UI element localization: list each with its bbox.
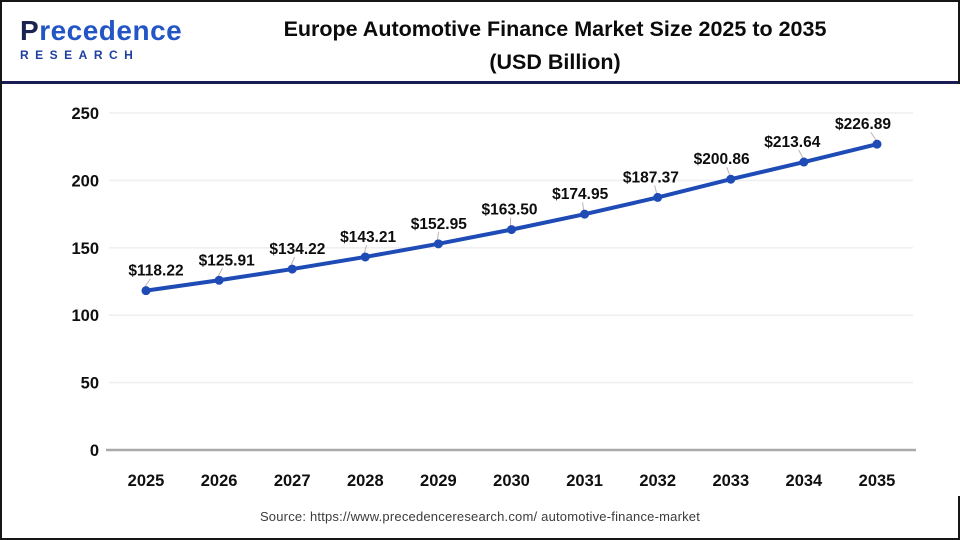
label-leader-line xyxy=(290,256,296,266)
data-point-label: $213.64 xyxy=(764,134,820,151)
data-point-marker xyxy=(799,157,809,167)
y-axis-tick-label: 200 xyxy=(71,172,99,190)
y-axis-tick-label: 50 xyxy=(81,375,99,393)
x-axis-tick-label: 2027 xyxy=(274,472,311,490)
chart-title-block: Europe Automotive Finance Market Size 20… xyxy=(177,2,933,79)
page-title-line-1: Europe Automotive Finance Market Size 20… xyxy=(283,17,827,41)
x-axis-tick-label: 2025 xyxy=(128,472,165,490)
label-leader-line xyxy=(363,244,368,254)
data-point-label: $125.91 xyxy=(199,252,255,269)
label-leader-line xyxy=(798,149,804,159)
logo-wordmark: Precedence xyxy=(20,15,183,46)
data-point-label: $163.50 xyxy=(481,202,537,219)
data-point-label: $143.21 xyxy=(340,229,396,246)
x-axis-tick-label: 2026 xyxy=(201,472,238,490)
label-leader-line xyxy=(870,131,877,141)
y-axis-tick-label: 250 xyxy=(71,105,99,123)
data-point-marker xyxy=(287,264,297,274)
label-leader-line xyxy=(217,268,223,277)
data-point-marker xyxy=(507,225,516,235)
data-point-marker xyxy=(726,174,736,184)
data-point-marker xyxy=(141,286,151,296)
data-point-label: $174.95 xyxy=(552,186,608,203)
label-leader-line xyxy=(582,202,585,211)
data-point-label: $187.37 xyxy=(623,169,679,186)
data-point-marker xyxy=(214,275,224,285)
label-leader-line xyxy=(144,278,151,287)
logo-subtitle: RESEARCH xyxy=(20,48,140,62)
data-point-marker xyxy=(653,192,663,202)
data-point-label: $226.89 xyxy=(835,116,891,133)
x-axis-tick-label: 2032 xyxy=(639,472,676,490)
market-size-chart: 0 50 100 150 200 250 2025 2026 2027 2028 2029 2030 2… xyxy=(71,105,916,490)
x-axis-tick-label: 2033 xyxy=(712,472,749,490)
y-axis-tick-label: 150 xyxy=(71,240,99,258)
x-axis-tick-label: 2030 xyxy=(493,472,530,490)
data-point-marker xyxy=(872,139,882,149)
data-point-marker xyxy=(360,252,370,262)
data-point-label: $152.95 xyxy=(411,216,467,233)
footer: Source: https://www.precedenceresearch.c… xyxy=(2,496,958,536)
source-attribution: Source: https://www.precedenceresearch.c… xyxy=(259,508,701,524)
y-axis-tick-label: 100 xyxy=(71,307,99,325)
x-axis-tick-label: 2035 xyxy=(859,472,896,490)
data-point-label: $200.86 xyxy=(694,151,750,168)
x-axis-tick-label: 2034 xyxy=(786,472,824,490)
data-point-marker xyxy=(433,239,443,249)
label-leader-line xyxy=(436,231,440,240)
data-point-label: $118.22 xyxy=(128,263,183,280)
x-axis-tick-label: 2029 xyxy=(420,472,457,490)
page-title-line-2: (USD Billion) xyxy=(489,50,621,74)
header: Precedence RESEARCH Europe Automotive Fi… xyxy=(2,2,958,84)
chart-area: 0 50 100 150 200 250 2025 2026 2027 2028 2029 2030 2… xyxy=(2,84,960,496)
data-point-label: $134.22 xyxy=(269,241,325,258)
label-leader-line xyxy=(726,167,731,176)
label-leader-line xyxy=(654,185,658,194)
precedence-research-logo: Precedence RESEARCH xyxy=(20,15,183,62)
x-axis-tick-label: 2028 xyxy=(347,472,384,490)
y-axis-tick-label: 0 xyxy=(90,442,99,460)
data-point-marker xyxy=(580,209,590,219)
x-axis-tick-label: 2031 xyxy=(566,472,603,490)
